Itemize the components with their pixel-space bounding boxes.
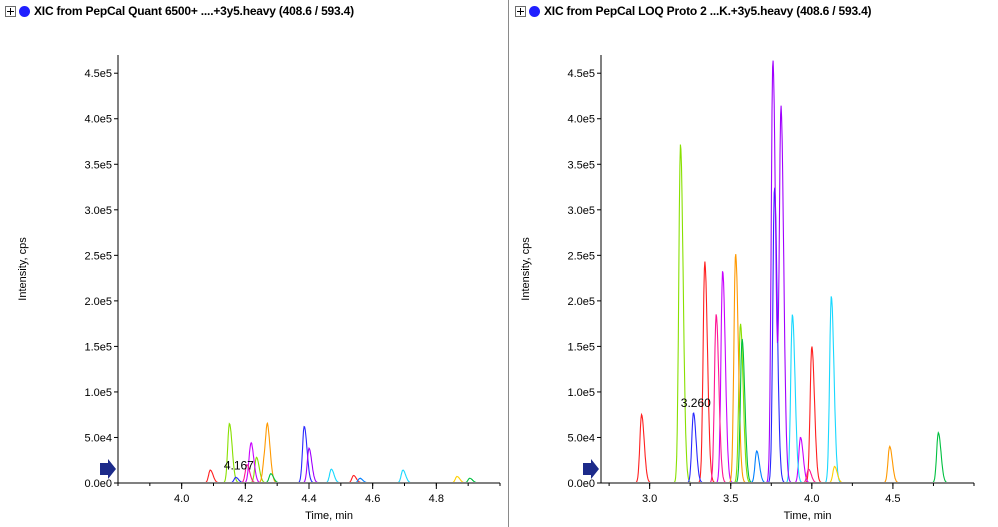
y-tick-label: 0.0e0 [84,478,112,490]
panel-title-bar: XIC from PepCal LOQ Proto 2 ...K.+3y5.he… [510,0,998,22]
y-tick-label: 4.5e5 [567,68,595,80]
series-trace [303,446,318,482]
x-axis-label: Time, min [305,510,353,522]
y-tick-label: 2.0e5 [84,296,112,308]
y-tick-label: 4.0e5 [84,114,112,126]
plus-box-icon[interactable] [515,5,526,17]
y-tick-label: 3.0e5 [84,205,112,217]
y-tick-label: 4.0e5 [567,114,595,126]
plot-area [205,421,477,482]
series-trace [786,296,842,482]
series-trace [729,254,899,482]
x-tick-label: 4.0 [804,493,819,505]
y-tick-label: 1.5e5 [84,341,112,353]
baseline-arrow-icon [583,459,599,479]
y-tick-label: 2.5e5 [567,250,595,262]
y-tick-label: 1.0e5 [567,387,595,399]
panel-title: XIC from PepCal LOQ Proto 2 ...K.+3y5.he… [544,4,872,18]
x-tick-label: 4.0 [174,493,189,505]
y-tick-label: 3.5e5 [567,159,595,171]
xic-chart-left[interactable]: 0.0e0 5.0e4 1.0e5 1.5e5 2.0e5 2.5e5 3.0e5 3.5e5… [0,0,508,527]
panel-title-bar: XIC from PepCal Quant 6500+ ....+3y5.hea… [0,0,508,22]
y-tick-label: 0.0e0 [567,478,595,490]
chart-panel-left: XIC from PepCal Quant 6500+ ....+3y5.hea… [0,0,509,527]
series-trace [766,60,792,482]
y-tick-label: 1.5e5 [567,341,595,353]
y-tick-label: 3.5e5 [84,159,112,171]
blue-circle-icon [529,5,540,17]
y-axis-label: Intensity, cps [520,237,532,301]
y-tick-label: 1.0e5 [84,387,112,399]
y-tick-label: 3.0e5 [567,205,595,217]
y-tick-label: 4.5e5 [84,68,112,80]
y-tick-label: 2.0e5 [567,296,595,308]
x-tick-label: 4.4 [301,493,316,505]
panel-title: XIC from PepCal Quant 6500+ ....+3y5.hea… [34,4,354,18]
series-trace [452,475,465,482]
x-tick-label: 3.0 [642,493,657,505]
series-trace [673,144,751,482]
y-tick-label: 5.0e4 [84,432,112,444]
x-tick-label: 4.8 [429,493,444,505]
plus-box-icon[interactable] [5,5,16,17]
x-tick-label: 4.2 [238,493,253,505]
peak-annotation: 3.260 [681,396,711,410]
series-trace [687,187,785,482]
y-tick-label: 5.0e4 [567,432,595,444]
x-axis-label: Time, min [784,510,832,522]
x-tick-label: 4.5 [885,493,900,505]
series-trace [231,425,314,482]
y-axis-label: Intensity, cps [17,237,29,301]
peak-annotation: 4.167 [224,459,254,473]
series-trace [355,477,368,482]
y-tick-label: 2.5e5 [84,250,112,262]
plot-area [635,60,948,482]
x-tick-label: 3.5 [723,493,738,505]
blue-circle-icon [19,5,30,17]
series-trace [265,473,477,482]
x-tick-label: 4.6 [365,493,380,505]
baseline-arrow-icon [100,459,116,479]
chart-panel-right: XIC from PepCal LOQ Proto 2 ...K.+3y5.he… [510,0,998,527]
xic-chart-right[interactable]: 0.0e0 5.0e4 1.0e5 1.5e5 2.0e5 2.5e5 3.0e5 3.5e5… [510,0,998,527]
